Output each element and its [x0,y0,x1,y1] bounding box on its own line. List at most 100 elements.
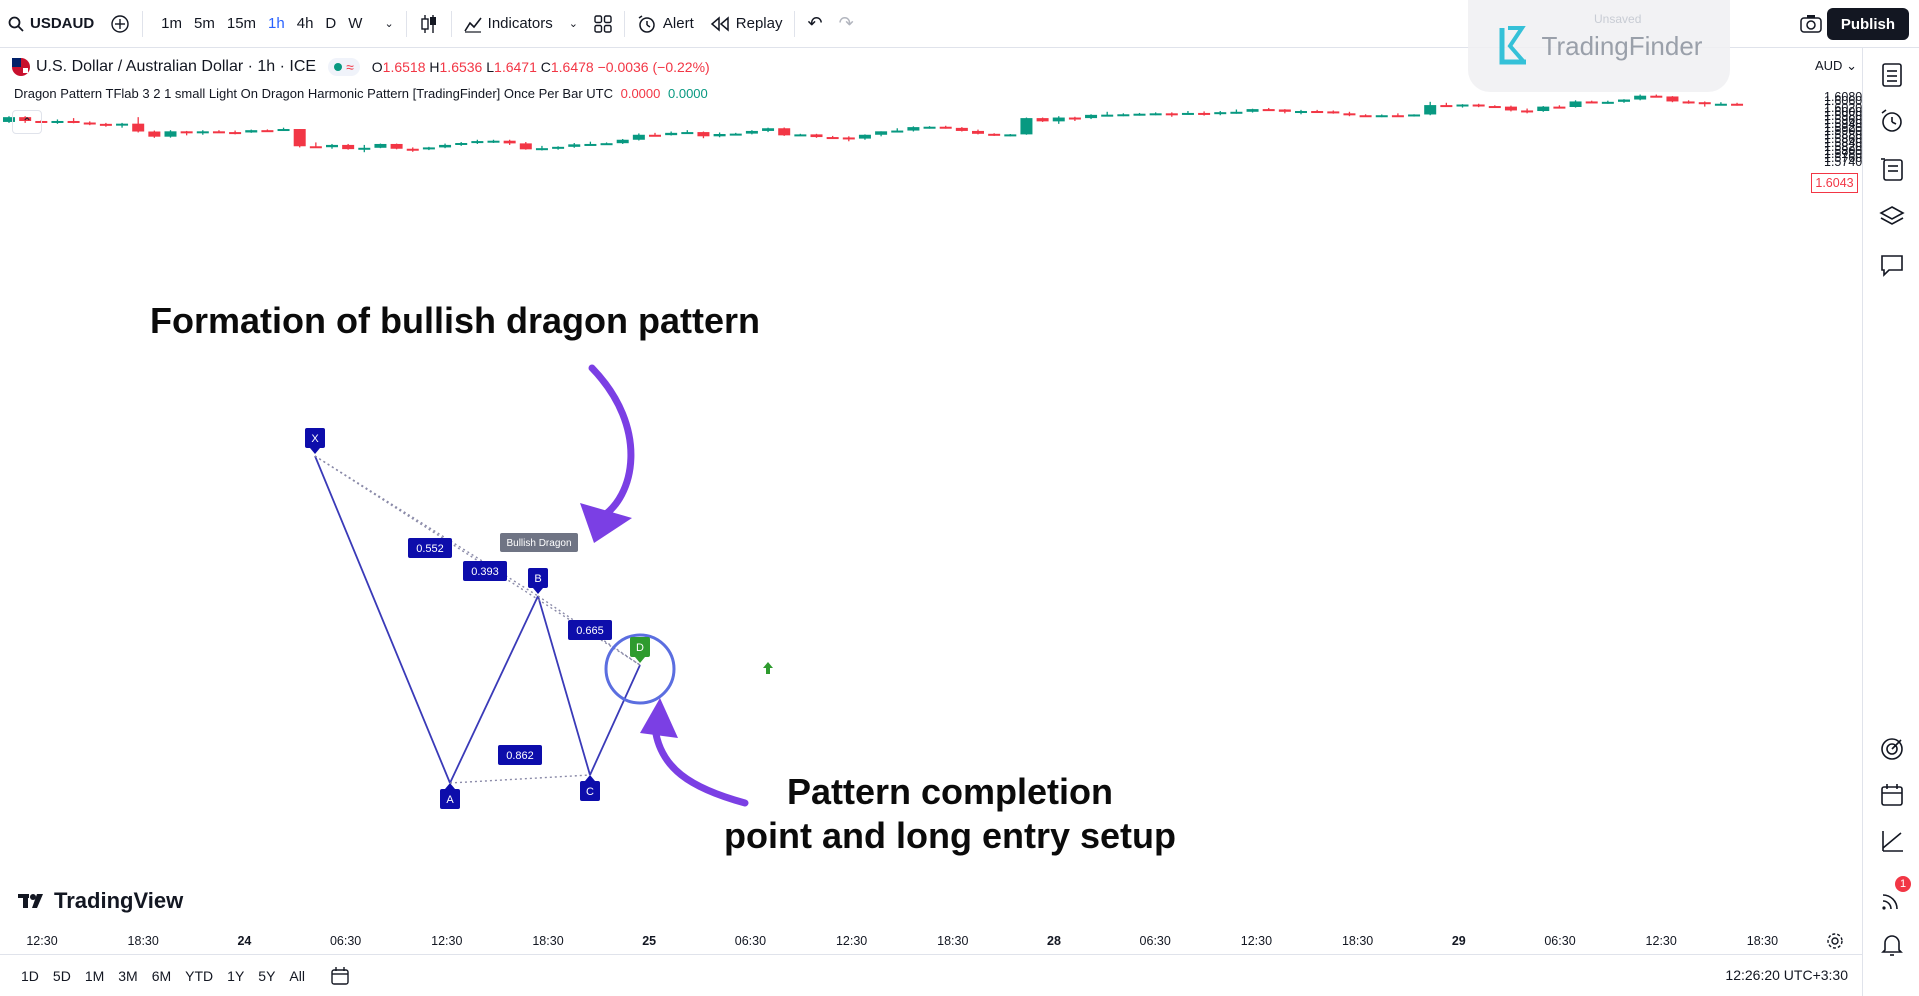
layers-icon[interactable] [1879,204,1905,230]
object-tree-icon[interactable] [1879,156,1905,182]
timeframe-D[interactable]: D [325,15,337,32]
price-label: 1.6080 [1824,90,1863,104]
candle-body [632,134,645,140]
candle [923,126,936,129]
price-chart[interactable]: X A B C D 0.552 0.393 0.665 0.862 Bullish Dragon [0,48,1820,928]
candle-body [826,137,839,140]
candle [697,131,710,139]
chart-type-button[interactable] [411,0,447,48]
candle [1198,111,1211,116]
candle [19,116,32,123]
candle-body [1230,111,1243,114]
time-label: 29 [1451,934,1466,948]
candle-body [1537,106,1550,112]
candle-body [1085,114,1098,119]
timeframe-W[interactable]: W [348,15,363,32]
range-all[interactable]: All [289,967,305,984]
timeframe-dropdown[interactable]: ⌄ [384,18,394,30]
undo-button[interactable]: ↶ [807,13,823,33]
candle [1650,94,1663,98]
range-1m[interactable]: 1M [84,967,105,984]
candle [212,130,225,134]
publish-button[interactable]: Publish [1826,8,1909,40]
candle-body [1424,105,1437,115]
camera-icon[interactable] [1799,12,1823,36]
candle [794,133,807,137]
candle [1068,116,1081,121]
candle [1391,113,1404,118]
candle [1085,114,1098,120]
indicator-legend[interactable]: Dragon Pattern TFlab 3 2 1 small Light O… [14,86,708,101]
annotation-arrow-down [580,364,635,543]
candle [1601,100,1614,104]
trend-line-icon[interactable] [1879,828,1905,854]
range-1y[interactable]: 1Y [227,967,245,984]
range-5y[interactable]: 5Y [258,967,276,984]
layout-button[interactable] [586,0,620,48]
redo-button[interactable]: ↷ [838,13,854,33]
candle [1440,102,1453,108]
range-6m[interactable]: 6M [151,967,172,984]
candle [1214,111,1227,116]
time-label: 06:30 [1139,934,1171,948]
annotation-arrow-up [640,698,749,807]
candle-body [1117,114,1130,117]
time-axis[interactable]: 12:30 18:30 24 06:30 12:30 18:30 25 06:30 12:30 1… [0,928,1862,954]
candle [503,139,516,145]
candle-body [99,123,112,126]
timeframe-4h[interactable]: 4h [296,15,314,32]
range-3m[interactable]: 3M [118,967,138,984]
alert-button[interactable]: Alert [629,0,702,48]
candle-body [1327,111,1340,114]
ratio-label: 0.665 [568,620,612,640]
candle [1375,114,1388,118]
candle [1295,109,1307,115]
replay-button[interactable]: Replay [702,0,791,48]
candle [1230,109,1243,114]
pattern-leg-ab [449,595,539,784]
range-1d[interactable]: 1D [21,967,39,984]
candle-body [503,140,516,144]
compare-add-button[interactable] [102,0,138,48]
clock[interactable]: 12:26:20 UTC+3:30 [1725,967,1848,983]
candle [374,143,387,149]
chat-icon[interactable] [1879,252,1905,278]
candle-body [1359,115,1372,118]
candle-body [1634,95,1647,100]
range-ytd[interactable]: YTD [185,967,214,984]
candle-body [455,143,468,146]
alarm-icon[interactable] [1879,108,1905,134]
price-label: 1.5920 [1824,120,1863,135]
candle-body [778,128,791,136]
collapse-legend-button[interactable]: ⌃ [12,110,42,134]
timeframe-1m[interactable]: 1m [161,15,183,32]
settings-gear-icon[interactable] [1826,932,1844,950]
goto-date-icon[interactable] [330,966,350,986]
calendar-icon[interactable] [1879,782,1905,808]
indicator-value-2: 0.0000 [668,86,708,101]
candle [326,143,338,149]
tradingview-logo[interactable]: TradingView [18,888,183,914]
candle-body [535,148,548,151]
symbol-search[interactable]: USDAUD [0,0,102,48]
candle [1634,94,1647,101]
target-icon[interactable] [1879,736,1905,762]
timeframe-5m[interactable]: 5m [194,15,215,32]
candle-body [616,139,629,144]
timeframe-1h[interactable]: 1h [268,15,285,32]
signal-icon[interactable] [1879,886,1905,912]
indicators-button[interactable]: Indicators [456,0,561,48]
candle-body [1618,99,1630,102]
svg-text:0.665: 0.665 [576,625,604,637]
watchlist-icon[interactable] [1879,62,1905,88]
range-5d[interactable]: 5D [52,967,71,984]
timeframe-15m[interactable]: 15m [226,15,257,32]
bell-icon[interactable] [1879,932,1905,958]
candle [1101,111,1114,117]
indicators-dropdown[interactable]: ⌄ [568,18,578,30]
candle [568,143,581,148]
candle [1020,117,1033,135]
candle-body [212,131,225,134]
candle-body [1343,113,1356,116]
currency-selector[interactable]: AUD ⌄ [1815,58,1857,73]
